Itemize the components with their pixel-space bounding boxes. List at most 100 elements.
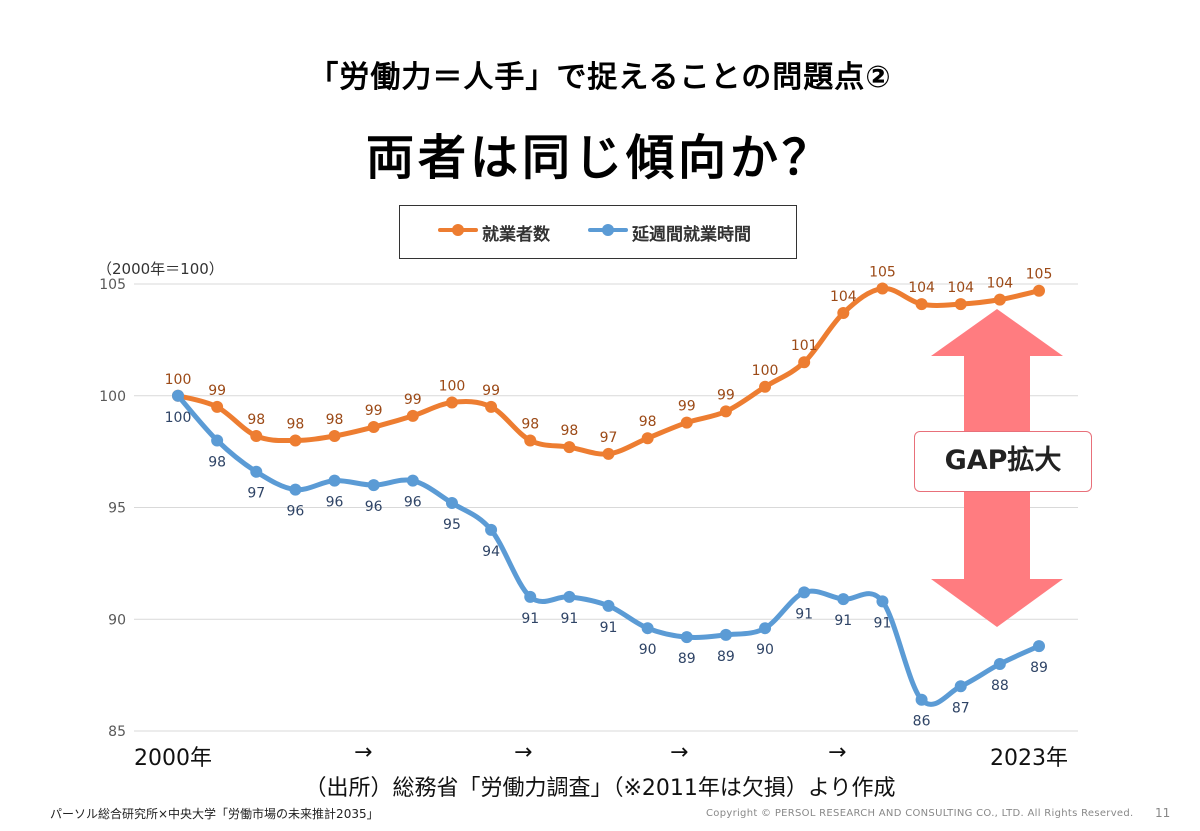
data-label: 91	[560, 611, 578, 627]
chart-legend: 就業者数 延週間就業時間	[399, 205, 797, 259]
data-label: 104	[830, 289, 857, 305]
data-label: 99	[365, 403, 383, 419]
data-label: 86	[913, 714, 931, 730]
data-point	[289, 434, 302, 447]
data-label: 91	[795, 606, 813, 622]
data-point	[524, 590, 537, 603]
data-point	[328, 474, 341, 487]
data-label: 104	[908, 280, 935, 296]
data-point	[406, 409, 419, 422]
data-point	[211, 400, 224, 413]
data-label: 101	[791, 338, 818, 354]
data-point	[485, 523, 498, 536]
data-label: 95	[443, 517, 461, 533]
data-point	[1033, 284, 1045, 297]
data-point	[367, 479, 380, 492]
data-point	[602, 599, 615, 612]
data-label: 105	[869, 264, 896, 280]
data-point	[250, 465, 263, 478]
legend-label-orange: 就業者数	[482, 225, 550, 245]
data-point	[328, 429, 341, 442]
data-label: 91	[521, 611, 539, 627]
data-point	[837, 307, 850, 320]
legend-orange-marker-icon	[438, 224, 478, 236]
data-label: 99	[678, 399, 696, 415]
data-label: 89	[717, 649, 735, 665]
data-label: 90	[756, 642, 774, 658]
data-point	[759, 380, 772, 393]
data-label: 99	[482, 383, 500, 399]
data-point	[524, 434, 537, 447]
data-point	[445, 497, 458, 510]
data-point	[563, 441, 576, 454]
data-label: 89	[1030, 660, 1048, 676]
slide-title: 両者は同じ傾向か？	[365, 130, 834, 186]
data-point	[211, 434, 224, 447]
data-point	[915, 298, 928, 311]
data-point	[406, 474, 419, 487]
data-label: 97	[247, 486, 265, 502]
data-label: 104	[986, 276, 1013, 292]
data-point	[250, 429, 263, 442]
data-label: 87	[952, 700, 970, 716]
data-point	[485, 400, 498, 413]
data-label: 98	[247, 412, 265, 428]
data-label: 91	[600, 620, 618, 636]
footer-project-name: パーソル総合研究所×中央大学「労働市場の未来推計2035」	[50, 807, 379, 821]
data-point	[1033, 640, 1045, 653]
x-axis-arrow-4: →	[828, 740, 847, 765]
data-point	[289, 483, 302, 496]
gap-callout: GAP拡大	[914, 431, 1092, 492]
data-point	[798, 356, 811, 369]
data-point	[602, 447, 615, 460]
chart-data-labels: 100 99 98 98 98 99 99 100 99 98 98 97 98 99 99 100 101 10…	[165, 264, 1053, 729]
data-point	[641, 622, 654, 635]
data-point	[719, 628, 732, 641]
data-label: 99	[404, 392, 422, 408]
data-point	[837, 593, 850, 606]
data-label: 96	[326, 495, 344, 511]
data-label: 89	[678, 651, 696, 667]
data-label: 98	[326, 412, 344, 428]
chart-series	[172, 282, 1045, 707]
data-label: 94	[482, 544, 500, 560]
source-note: （出所）総務省「労働力調査」（※2011年は欠損）より作成	[304, 776, 896, 801]
y-tick-label: 90	[108, 612, 126, 628]
x-axis-arrow-3: →	[670, 740, 689, 765]
data-point	[876, 282, 889, 295]
data-label: 96	[286, 504, 304, 520]
data-label: 91	[874, 615, 892, 631]
chart-gridlines: 85 90 95 100 105	[99, 277, 1078, 740]
data-label: 96	[404, 495, 422, 511]
data-point	[367, 421, 380, 434]
data-label: 100	[165, 410, 192, 426]
legend-blue-marker-icon	[588, 224, 628, 236]
data-label: 98	[521, 416, 539, 432]
data-point	[641, 432, 654, 445]
data-label: 100	[752, 363, 779, 379]
data-point	[798, 586, 811, 599]
y-tick-label: 100	[99, 389, 126, 405]
data-label: 100	[439, 378, 466, 394]
data-label: 99	[208, 383, 226, 399]
data-point	[876, 595, 889, 608]
x-axis-arrow-1: →	[354, 740, 373, 765]
footer-copyright: Copyright © PERSOL RESEARCH AND CONSULTI…	[706, 808, 1134, 819]
data-label: 98	[208, 454, 226, 470]
data-point	[759, 622, 772, 635]
y-tick-label: 95	[108, 501, 126, 517]
x-axis-label-end: 2023年	[990, 746, 1068, 771]
data-point	[954, 680, 967, 693]
data-point	[680, 631, 693, 644]
y-axis-unit-label: （2000年＝100）	[97, 260, 224, 278]
x-axis-label-start: 2000年	[134, 746, 212, 771]
data-point	[915, 693, 928, 706]
slide-subtitle: 「労働力＝人手」で捉えることの問題点②	[308, 60, 892, 95]
data-point	[993, 293, 1006, 306]
data-point	[172, 389, 184, 402]
data-label: 104	[947, 280, 974, 296]
data-label: 98	[639, 414, 657, 430]
data-label: 96	[365, 499, 383, 515]
data-point	[719, 405, 732, 418]
data-point	[993, 657, 1006, 670]
